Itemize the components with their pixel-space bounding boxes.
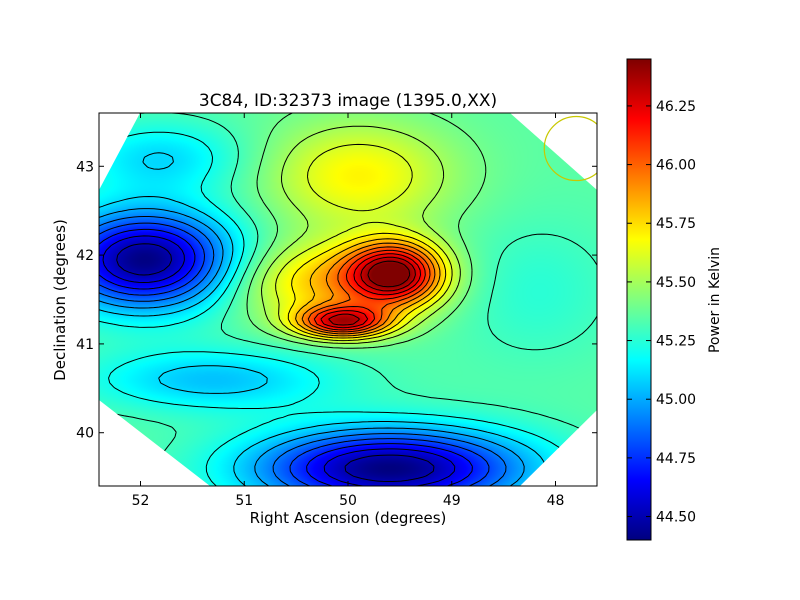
colorbar-tick-label: 46.25 xyxy=(656,99,696,115)
contour-line xyxy=(275,143,453,342)
x-axis-label: Right Ascension (degrees) xyxy=(250,509,447,527)
x-tick-label: 50 xyxy=(339,493,357,509)
colorbar-tick-label: 45.75 xyxy=(656,216,696,232)
contour-line xyxy=(102,235,456,486)
contour-line xyxy=(287,232,447,339)
colorbar: 44.50 44.75 45.00 45.25 45.50 45.75 46.00 46.25… xyxy=(626,58,723,541)
y-tick-label: 42 xyxy=(76,248,94,264)
x-tick-label: 51 xyxy=(235,493,253,509)
contour-line xyxy=(301,242,436,335)
colorbar-ticks: 44.50 44.75 45.00 45.25 45.50 45.75 46.00 46.25 xyxy=(627,99,696,526)
heatmap-image xyxy=(99,113,597,486)
contour-line xyxy=(99,216,507,486)
plot-area xyxy=(98,112,598,487)
contour-line xyxy=(367,260,411,288)
contour-line xyxy=(99,131,574,486)
contour-line xyxy=(116,243,435,482)
contour-line xyxy=(99,228,473,486)
y-axis-label: Declination (degrees) xyxy=(51,219,69,381)
colorbar-label: Power in Kelvin xyxy=(707,247,723,353)
contour-line xyxy=(99,152,546,486)
beam-circle xyxy=(543,115,597,182)
contour-line xyxy=(307,246,431,333)
contour-lines xyxy=(99,113,597,486)
colorbar-tick-label: 44.75 xyxy=(656,451,696,467)
y-tick-label: 40 xyxy=(76,426,94,442)
colorbar-gradient xyxy=(626,58,652,541)
contour-line xyxy=(313,249,426,331)
x-tick-label: 52 xyxy=(132,493,150,509)
contour-line xyxy=(99,208,525,486)
colorbar-tick-label: 45.00 xyxy=(656,392,696,408)
colorbar-tick-label: 45.25 xyxy=(656,334,696,350)
colorbar-tick-label: 45.50 xyxy=(656,275,696,291)
chart-title: 3C84, ID:32373 image (1395.0,XX) xyxy=(199,91,497,111)
contour-line xyxy=(328,256,416,326)
colorbar-tick-label: 46.00 xyxy=(656,158,696,174)
y-axis: 40 41 42 43 xyxy=(76,159,597,442)
x-tick-label: 49 xyxy=(443,493,461,509)
y-tick-label: 41 xyxy=(76,337,94,353)
contour-line xyxy=(320,253,421,329)
contour-line xyxy=(99,222,490,486)
contour-line xyxy=(246,113,487,349)
colorbar-tick-label: 44.50 xyxy=(656,510,696,526)
contour-line xyxy=(261,125,461,344)
x-tick-label: 48 xyxy=(547,493,565,509)
y-tick-label: 43 xyxy=(76,159,94,175)
contour-line xyxy=(295,238,441,337)
x-axis: 52 51 50 49 48 xyxy=(132,113,565,509)
